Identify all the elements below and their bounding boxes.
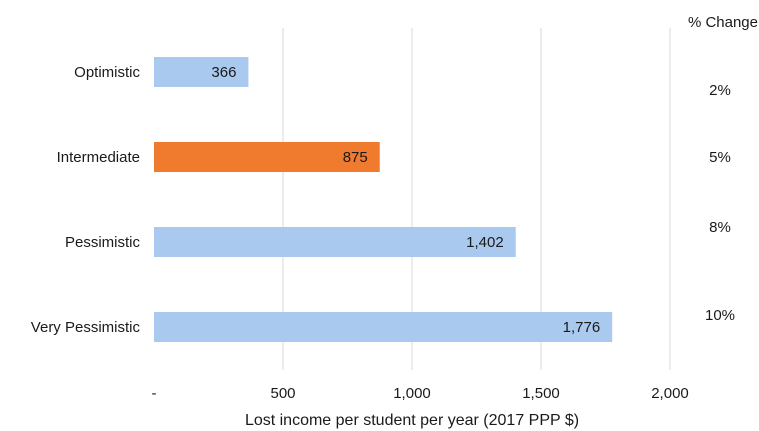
x-tick-label: 2,000 [651,385,689,402]
bar [154,57,249,87]
x-tick-label: - [152,385,157,402]
percent-change-header: % Change [687,14,758,31]
category-label: Optimistic [74,64,140,81]
category-label: Pessimistic [65,234,141,251]
percent-change-value: 10% [704,307,736,324]
x-tick-label: 500 [270,385,295,402]
bar-value-label: 1,402 [466,234,504,251]
bar [154,227,516,257]
bar [154,142,380,172]
bar-value-label: 875 [343,149,368,166]
x-axis-title: Lost income per student per year (2017 P… [245,412,579,429]
percent-change-value: 8% [709,219,731,236]
category-label: Very Pessimistic [31,319,141,336]
percent-change-value: 5% [709,149,731,166]
x-tick-label: 1,000 [393,385,431,402]
bar [154,312,613,342]
x-tick-label: 1,500 [522,385,560,402]
category-label: Intermediate [57,149,140,166]
bar-value-label: 366 [211,64,236,81]
bar-value-label: 1,776 [563,319,601,336]
percent-change-value: 2% [709,82,731,99]
